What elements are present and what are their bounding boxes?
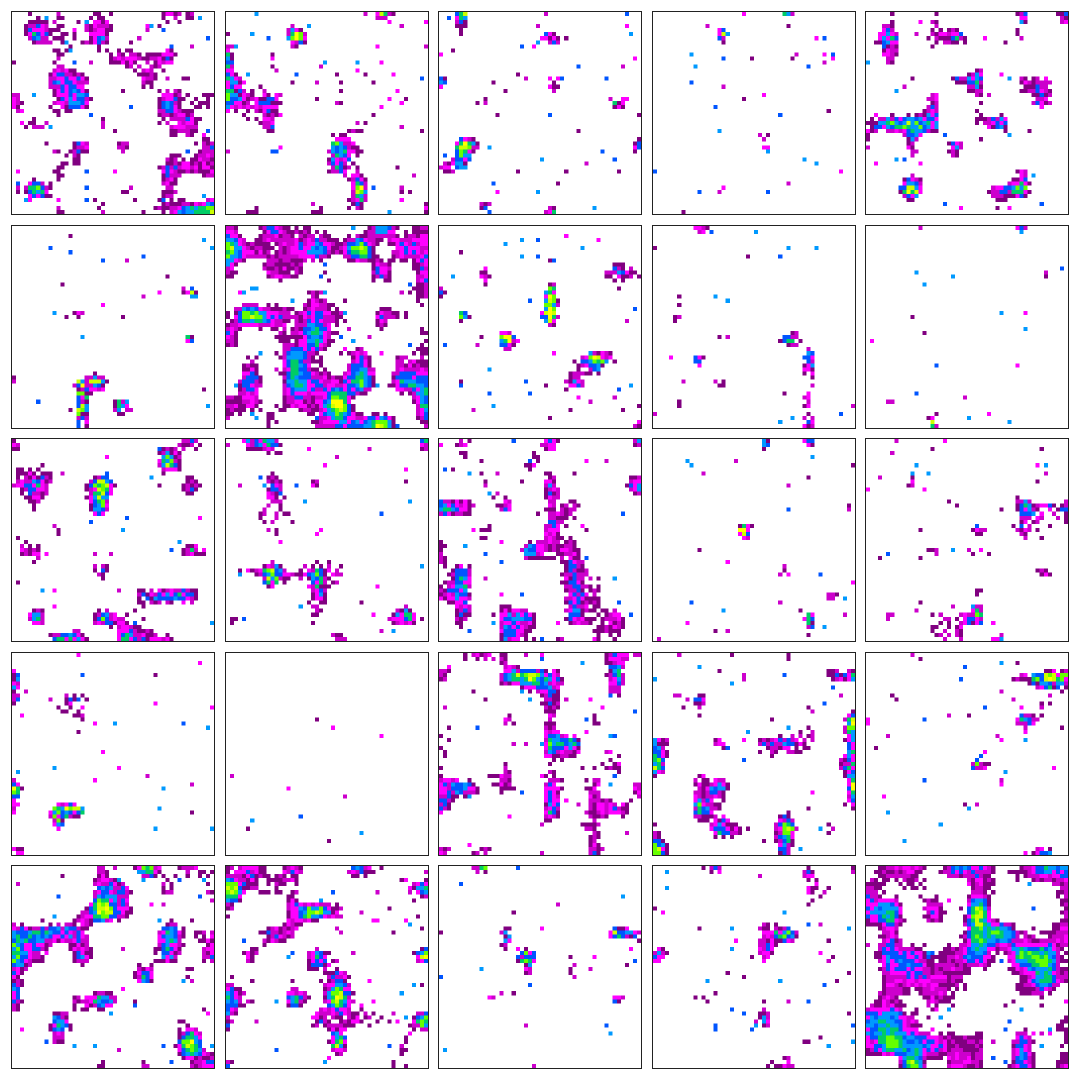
heatmap-tile	[652, 11, 856, 215]
heatmap-canvas	[439, 866, 641, 1068]
heatmap-canvas	[866, 439, 1068, 641]
heatmap-tile	[11, 11, 215, 215]
heatmap-tile	[438, 865, 642, 1069]
heatmap-canvas	[653, 439, 855, 641]
heatmap-tile	[865, 438, 1069, 642]
heatmap-canvas	[866, 653, 1068, 855]
heatmap-canvas	[653, 226, 855, 428]
heatmap-tile	[11, 225, 215, 429]
heatmap-tile	[652, 225, 856, 429]
heatmap-canvas	[12, 866, 214, 1068]
heatmap-tile	[225, 225, 429, 429]
heatmap-tile	[11, 865, 215, 1069]
heatmap-tile	[865, 865, 1069, 1069]
heatmap-tile	[865, 225, 1069, 429]
heatmap-canvas	[12, 226, 214, 428]
heatmap-tile	[865, 11, 1069, 215]
heatmap-canvas	[653, 866, 855, 1068]
heatmap-canvas	[12, 12, 214, 214]
heatmap-canvas	[439, 12, 641, 214]
heatmap-canvas	[439, 439, 641, 641]
heatmap-tile	[11, 438, 215, 642]
heatmap-canvas	[226, 226, 428, 428]
heatmap-canvas	[12, 653, 214, 855]
heatmap-canvas	[866, 866, 1068, 1068]
heatmap-tile	[438, 438, 642, 642]
heatmap-canvas	[653, 12, 855, 214]
heatmap-tile	[225, 438, 429, 642]
heatmap-canvas	[226, 653, 428, 855]
heatmap-tile	[225, 652, 429, 856]
heatmap-tile	[652, 865, 856, 1069]
heatmap-canvas	[226, 439, 428, 641]
heatmap-tile	[865, 652, 1069, 856]
heatmap-tile	[225, 11, 429, 215]
heatmap-canvas	[226, 866, 428, 1068]
heatmap-tile	[11, 652, 215, 856]
heatmap-canvas	[439, 226, 641, 428]
heatmap-tile	[438, 652, 642, 856]
heatmap-canvas	[653, 653, 855, 855]
heatmap-tile	[652, 438, 856, 642]
heatmap-canvas	[439, 653, 641, 855]
heatmap-tile	[225, 865, 429, 1069]
heatmap-canvas	[226, 12, 428, 214]
heatmap-tile	[652, 652, 856, 856]
heatmap-canvas	[866, 226, 1068, 428]
heatmap-tile	[438, 11, 642, 215]
heatmap-canvas	[12, 439, 214, 641]
heatmap-canvas	[866, 12, 1068, 214]
heatmap-tile	[438, 225, 642, 429]
